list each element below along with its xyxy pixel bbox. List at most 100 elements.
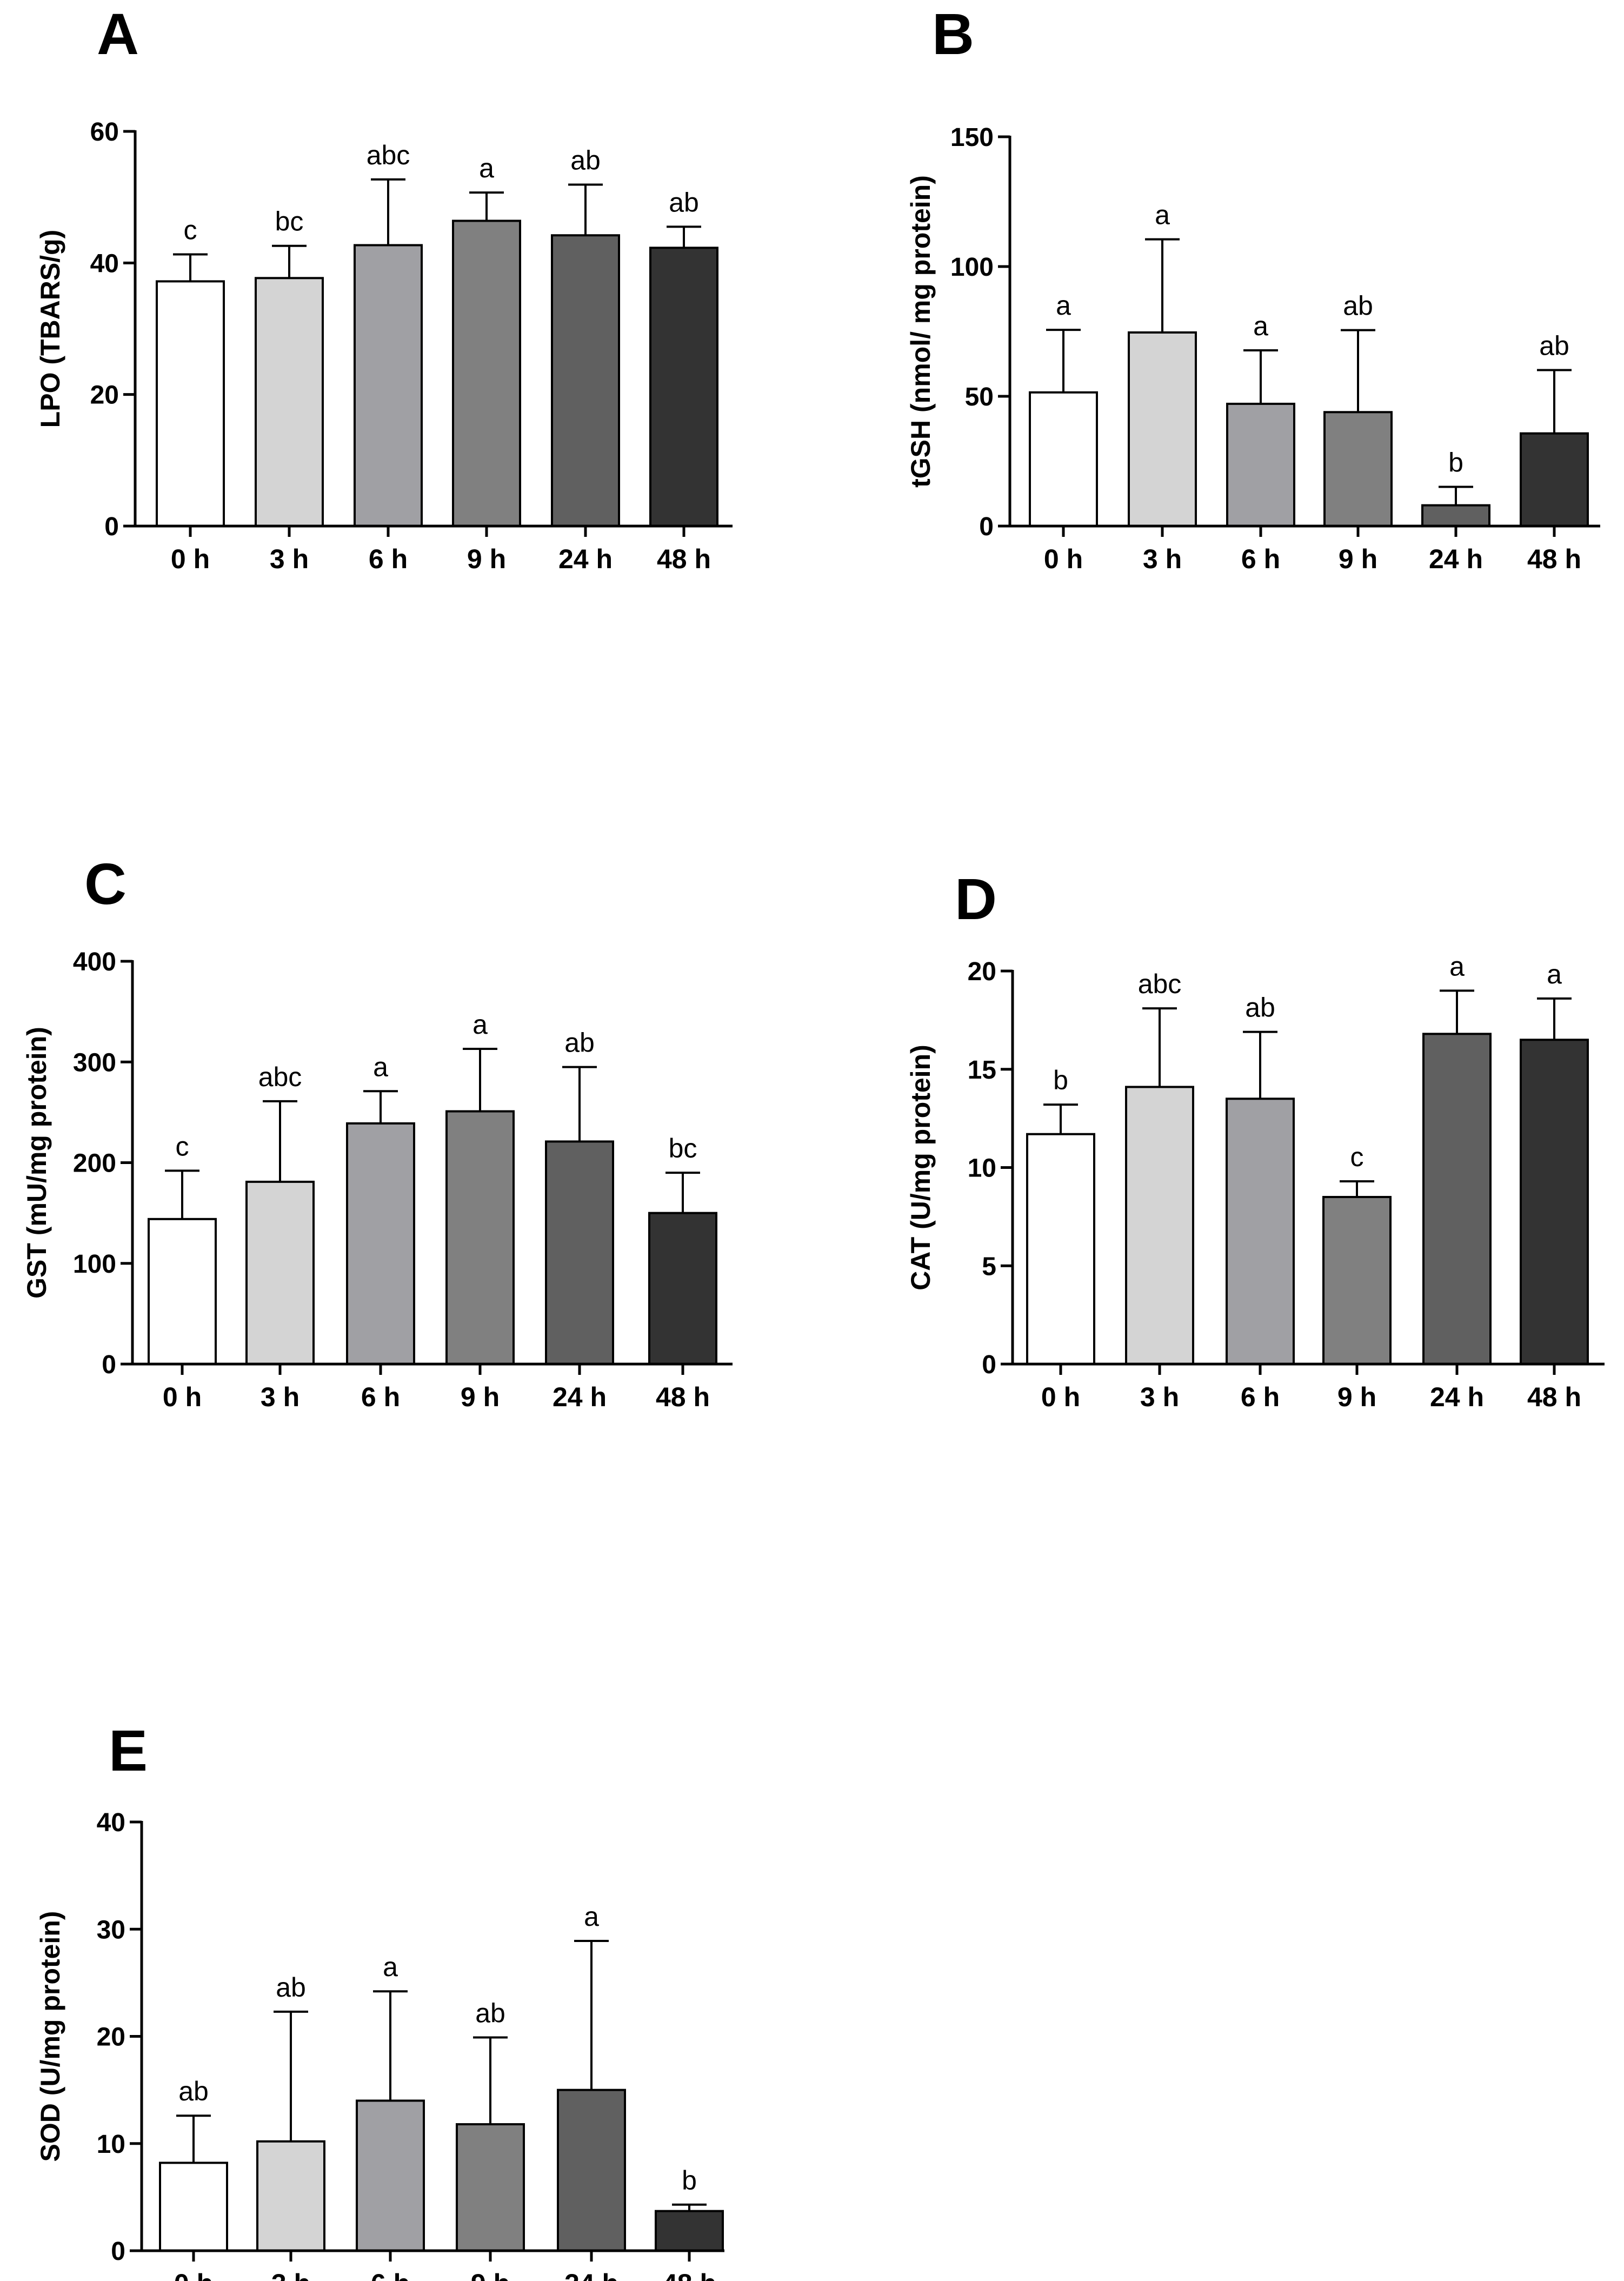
bar-c-1 bbox=[245, 1180, 315, 1365]
x-tick-label-c-4: 24 h bbox=[553, 1382, 607, 1412]
x-tick-label-d-5: 48 h bbox=[1527, 1382, 1581, 1412]
y-axis-title-b: tGSH (nmol/ mg protein) bbox=[906, 175, 936, 488]
significance-label-e-4: a bbox=[584, 1901, 599, 1932]
bar-e-5 bbox=[655, 2210, 724, 2252]
panel-letter-e: E bbox=[109, 1718, 148, 1783]
y-tick-label-d-4: 20 bbox=[968, 957, 996, 986]
x-tick-label-d-0: 0 h bbox=[1041, 1382, 1080, 1412]
significance-label-a-4: ab bbox=[570, 145, 601, 176]
panel-letter-d: D bbox=[955, 866, 997, 932]
significance-label-e-3: ab bbox=[475, 1998, 505, 2028]
bar-d-2 bbox=[1226, 1098, 1295, 1366]
bar-c-0 bbox=[148, 1218, 217, 1366]
x-tick-label-c-2: 6 h bbox=[361, 1382, 400, 1412]
x-tick-label-a-0: 0 h bbox=[171, 544, 210, 574]
significance-label-b-2: a bbox=[1253, 311, 1268, 341]
significance-label-b-3: ab bbox=[1343, 291, 1373, 321]
significance-label-e-2: a bbox=[383, 1952, 398, 1982]
x-tick-label-b-0: 0 h bbox=[1044, 544, 1083, 574]
significance-label-d-2: ab bbox=[1245, 993, 1275, 1023]
significance-label-a-1: bc bbox=[275, 207, 304, 237]
panel-a: A LPO (TBARS/g) c bc abc a ab ab 0 20 40 60 0 h 3 h 6 … bbox=[35, 1, 733, 574]
significance-label-a-2: abc bbox=[367, 140, 410, 170]
bar-d-3 bbox=[1322, 1196, 1392, 1365]
x-tick-label-d-2: 6 h bbox=[1241, 1382, 1280, 1412]
x-tick-label-e-4: 24 h bbox=[564, 2269, 618, 2281]
bar-b-0 bbox=[1029, 391, 1098, 527]
y-tick-label-c-2: 200 bbox=[73, 1149, 116, 1178]
significance-label-e-0: ab bbox=[178, 2076, 209, 2106]
y-axis-title-a: LPO (TBARS/g) bbox=[35, 230, 65, 428]
y-tick-label-c-3: 300 bbox=[73, 1048, 116, 1077]
y-axis-title-d: CAT (U/mg protein) bbox=[906, 1045, 936, 1291]
y-tick-label-c-0: 0 bbox=[102, 1351, 116, 1379]
significance-label-a-5: ab bbox=[669, 187, 699, 217]
y-tick-label-d-0: 0 bbox=[982, 1351, 996, 1379]
x-tick-label-a-3: 9 h bbox=[467, 544, 506, 574]
x-tick-label-b-2: 6 h bbox=[1241, 544, 1280, 574]
bar-c-3 bbox=[445, 1110, 515, 1365]
x-tick-label-d-1: 3 h bbox=[1140, 1382, 1179, 1412]
panel-letter-c: C bbox=[84, 851, 127, 916]
panel-letter-b: B bbox=[932, 1, 974, 66]
bar-e-2 bbox=[356, 2099, 425, 2252]
y-tick-label-d-1: 5 bbox=[982, 1252, 996, 1281]
bar-b-1 bbox=[1128, 331, 1197, 527]
y-tick-label-e-3: 30 bbox=[97, 1916, 125, 1944]
significance-label-b-5: ab bbox=[1539, 331, 1569, 361]
x-tick-label-e-5: 48 h bbox=[662, 2269, 716, 2281]
bar-e-4 bbox=[557, 2089, 626, 2252]
bar-c-4 bbox=[545, 1140, 614, 1365]
x-tick-label-a-2: 6 h bbox=[369, 544, 408, 574]
x-tick-label-d-3: 9 h bbox=[1337, 1382, 1376, 1412]
significance-label-d-3: c bbox=[1350, 1142, 1364, 1172]
bar-e-0 bbox=[159, 2162, 228, 2252]
y-axis-title-e: SOD (U/mg protein) bbox=[35, 1911, 65, 2162]
bar-a-3 bbox=[452, 220, 521, 527]
significance-label-b-0: a bbox=[1056, 290, 1071, 321]
y-tick-label-c-1: 100 bbox=[73, 1250, 116, 1279]
x-tick-label-e-1: 3 h bbox=[271, 2269, 310, 2281]
y-tick-label-a-3: 60 bbox=[90, 118, 119, 147]
y-tick-label-a-1: 20 bbox=[90, 381, 119, 410]
significance-label-d-0: b bbox=[1053, 1065, 1068, 1095]
bar-a-5 bbox=[649, 247, 718, 528]
bar-e-3 bbox=[456, 2123, 525, 2252]
bar-d-4 bbox=[1422, 1033, 1492, 1365]
x-tick-label-b-4: 24 h bbox=[1429, 544, 1483, 574]
significance-label-d-1: abc bbox=[1138, 969, 1182, 999]
x-tick-label-e-0: 0 h bbox=[174, 2269, 213, 2281]
x-tick-label-b-1: 3 h bbox=[1143, 544, 1182, 574]
y-axis-title-c: GST (mU/mg protein) bbox=[22, 1027, 52, 1299]
panel-letter-a: A bbox=[97, 1, 139, 66]
x-tick-label-c-5: 48 h bbox=[656, 1382, 710, 1412]
significance-label-c-0: c bbox=[176, 1131, 189, 1161]
y-tick-label-d-2: 10 bbox=[968, 1154, 996, 1183]
bar-a-4 bbox=[551, 234, 620, 527]
x-tick-label-a-1: 3 h bbox=[270, 544, 309, 574]
significance-label-b-4: b bbox=[1448, 448, 1463, 478]
bar-a-0 bbox=[156, 280, 225, 528]
significance-label-c-4: ab bbox=[564, 1028, 595, 1058]
bar-e-1 bbox=[256, 2140, 325, 2252]
significance-label-a-0: c bbox=[184, 215, 197, 245]
x-tick-label-a-5: 48 h bbox=[657, 544, 711, 574]
bar-a-1 bbox=[255, 277, 324, 527]
significance-label-d-5: a bbox=[1547, 959, 1562, 989]
y-tick-label-e-1: 10 bbox=[97, 2130, 125, 2159]
bar-c-2 bbox=[346, 1122, 415, 1366]
y-tick-label-b-3: 150 bbox=[950, 123, 994, 152]
bar-b-2 bbox=[1226, 402, 1295, 527]
significance-label-c-2: a bbox=[373, 1052, 388, 1082]
bar-a-2 bbox=[354, 244, 423, 527]
x-tick-label-b-3: 9 h bbox=[1339, 544, 1377, 574]
x-tick-label-b-5: 48 h bbox=[1527, 544, 1581, 574]
significance-label-c-1: abc bbox=[258, 1062, 302, 1092]
y-tick-label-e-4: 40 bbox=[97, 1808, 125, 1837]
x-tick-label-c-0: 0 h bbox=[163, 1382, 202, 1412]
y-tick-label-b-0: 0 bbox=[979, 513, 994, 541]
significance-label-c-5: bc bbox=[669, 1133, 697, 1163]
